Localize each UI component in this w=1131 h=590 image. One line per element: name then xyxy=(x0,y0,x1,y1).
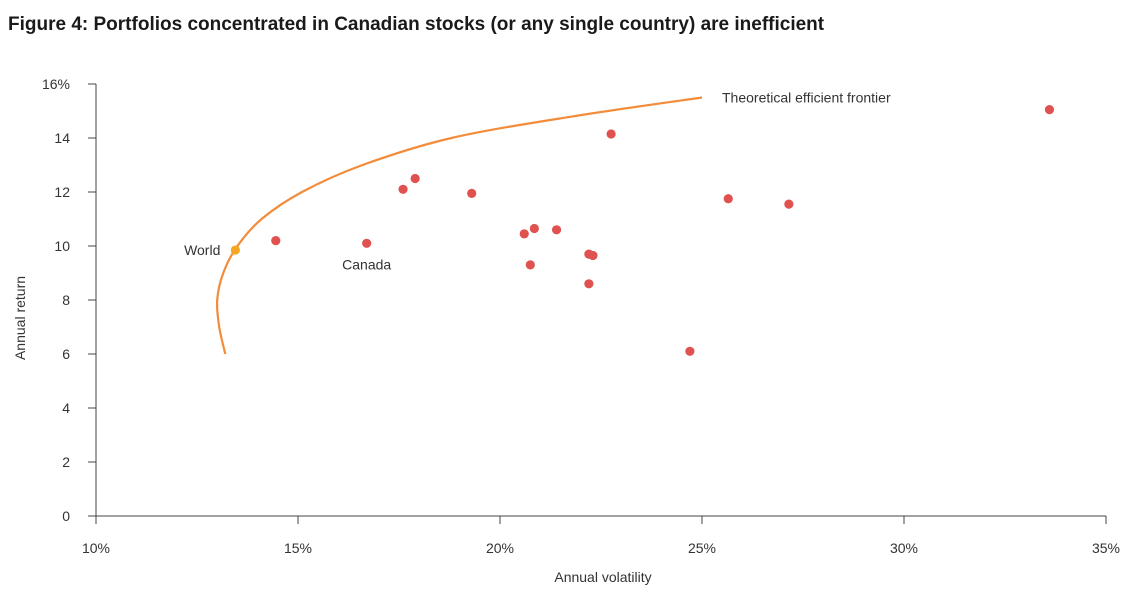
y-tick-label: 4 xyxy=(62,400,70,416)
data-point xyxy=(784,199,794,209)
data-point xyxy=(398,184,408,194)
x-tick-label: 25% xyxy=(688,540,716,556)
x-tick-label: 35% xyxy=(1092,540,1120,556)
y-tick-label: 14 xyxy=(54,130,70,146)
data-point xyxy=(271,236,281,246)
y-tick-label: 2 xyxy=(62,454,70,470)
data-point xyxy=(1044,105,1055,115)
x-tick-label: 20% xyxy=(486,540,514,556)
efficient-frontier-line xyxy=(215,96,703,355)
efficient-frontier-label: Theoretical efficient frontier xyxy=(722,90,891,106)
data-point xyxy=(588,250,598,261)
data-point xyxy=(551,225,562,235)
data-point xyxy=(685,346,695,356)
axes xyxy=(95,84,1106,517)
data-point xyxy=(723,194,733,204)
y-tick-label: 12 xyxy=(54,184,70,200)
x-axis-label: Annual volatility xyxy=(554,569,651,585)
y-tick-label: 0 xyxy=(62,508,70,524)
x-tick-label: 10% xyxy=(82,540,110,556)
y-tick-label: 6 xyxy=(62,346,70,362)
highlight-point xyxy=(230,245,240,255)
x-tick-label: 30% xyxy=(890,540,918,556)
x-tick-label: 15% xyxy=(284,540,312,556)
data-point xyxy=(519,229,529,239)
data-points: World Canada xyxy=(184,105,1055,356)
y-tick-label: 10 xyxy=(54,238,70,254)
data-point xyxy=(606,129,616,139)
point-label: World xyxy=(184,242,220,258)
data-point xyxy=(362,238,372,248)
x-axis-ticks: 10% 15% 20% 25% 30% 35% xyxy=(82,516,1120,556)
data-point xyxy=(529,223,539,234)
data-point xyxy=(525,260,535,270)
data-point xyxy=(584,279,594,289)
y-axis-ticks: 0 2 4 6 8 10 12 14 16% xyxy=(42,76,96,524)
y-axis-label: Annual return xyxy=(12,276,28,360)
data-point xyxy=(410,173,420,184)
data-point xyxy=(467,188,477,198)
y-tick-label: 16% xyxy=(42,76,70,92)
y-tick-label: 8 xyxy=(62,292,70,308)
chart-title: Figure 4: Portfolios concentrated in Can… xyxy=(8,14,825,35)
point-label: Canada xyxy=(342,256,391,272)
